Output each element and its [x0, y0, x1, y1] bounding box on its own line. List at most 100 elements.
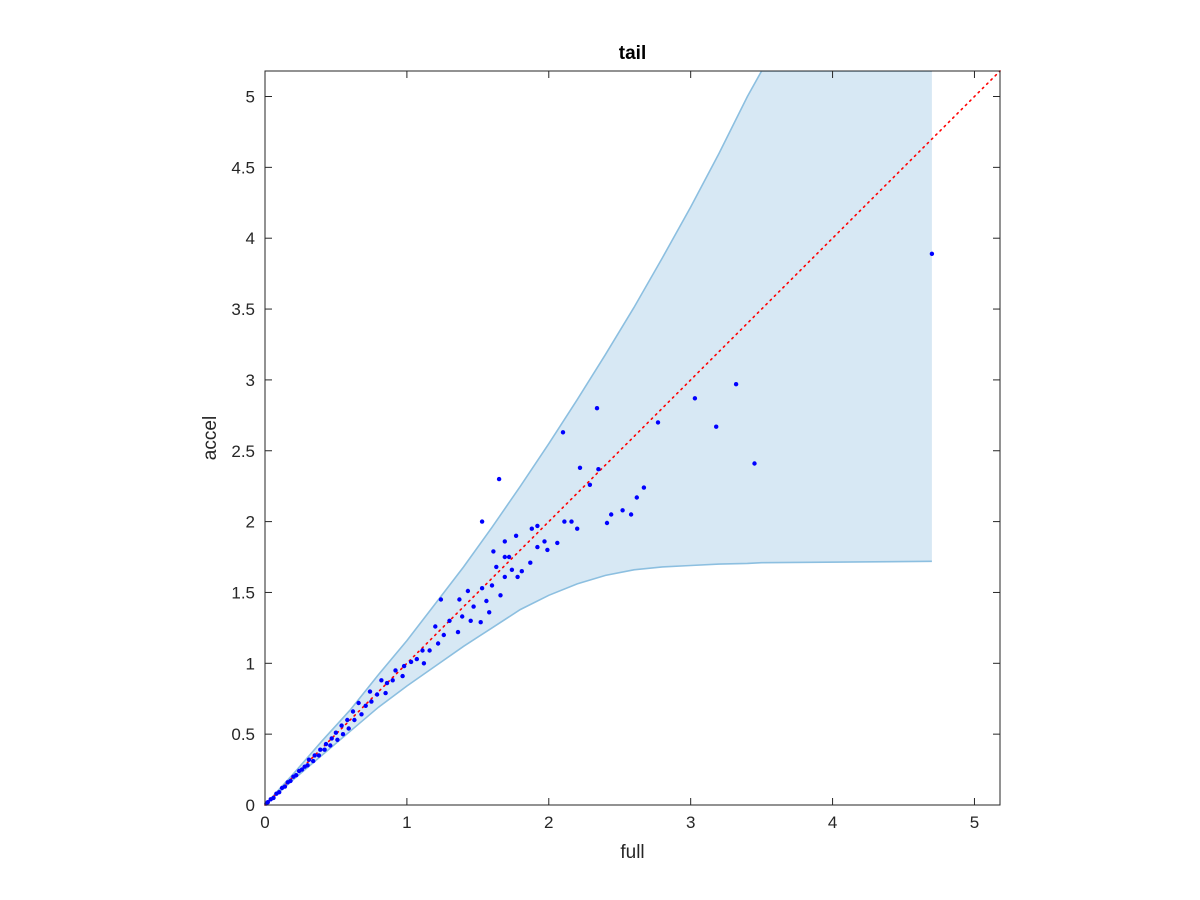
- data-point: [587, 482, 593, 487]
- data-point: [335, 737, 340, 742]
- data-point: [479, 586, 485, 591]
- x-tick-label: 1: [402, 813, 411, 832]
- data-point: [401, 663, 407, 669]
- data-point: [528, 560, 533, 565]
- data-point: [352, 717, 357, 723]
- reference-line: [264, 70, 1001, 806]
- data-point: [302, 764, 307, 769]
- data-point: [383, 690, 388, 696]
- data-point: [519, 569, 524, 574]
- data-point: [502, 574, 507, 580]
- data-point: [291, 774, 296, 779]
- data-point: [502, 539, 507, 544]
- data-point: [379, 678, 384, 683]
- data-point: [479, 519, 485, 524]
- band-lower-edge: [265, 560, 932, 805]
- data-point: [384, 680, 390, 686]
- data-point: [460, 614, 465, 619]
- data-point: [620, 508, 625, 513]
- data-point: [421, 661, 427, 666]
- y-tick-label: 4.5: [231, 158, 255, 177]
- data-point: [312, 753, 317, 758]
- data-point: [535, 523, 540, 529]
- data-point: [733, 382, 739, 387]
- data-point: [455, 629, 461, 635]
- data-point: [369, 699, 374, 704]
- data-point: [420, 648, 425, 653]
- data-point: [367, 689, 373, 694]
- data-point: [414, 656, 419, 662]
- data-point: [328, 743, 333, 748]
- y-tick-label: 0.5: [231, 725, 255, 744]
- data-point: [491, 549, 496, 554]
- y-tick-label: 5: [246, 88, 255, 107]
- data-point: [560, 430, 566, 435]
- data-point: [350, 709, 356, 714]
- data-point: [323, 741, 329, 747]
- data-point: [577, 465, 583, 470]
- data-point: [545, 547, 550, 553]
- data-point: [268, 797, 273, 802]
- data-point: [535, 544, 540, 550]
- data-point: [356, 700, 361, 706]
- data-point: [333, 730, 339, 735]
- data-point: [390, 678, 395, 683]
- data-point: [311, 758, 316, 764]
- data-point: [594, 406, 600, 411]
- y-tick-label: 3: [246, 371, 255, 390]
- axes: [264, 70, 1001, 806]
- y-tick-label: 2: [246, 513, 255, 532]
- data-point: [752, 461, 757, 466]
- y-tick-label: 1.5: [231, 583, 255, 602]
- y-tick-label: 4: [246, 229, 255, 248]
- y-tick-label: 3.5: [231, 300, 255, 319]
- data-point: [346, 726, 351, 731]
- data-point: [285, 780, 290, 785]
- data-point: [345, 717, 350, 723]
- data-point: [609, 512, 614, 517]
- data-point: [575, 526, 580, 531]
- data-point: [408, 659, 414, 665]
- data-point: [468, 618, 473, 623]
- data-point: [322, 747, 327, 752]
- data-points: [264, 251, 935, 806]
- y-tick-label: 1: [246, 654, 255, 673]
- data-point: [427, 648, 432, 653]
- data-point: [447, 618, 452, 623]
- data-point: [515, 574, 520, 580]
- x-tick-label: 0: [260, 813, 269, 832]
- data-point: [569, 519, 574, 524]
- x-axis-title: full: [620, 842, 644, 863]
- data-point: [363, 703, 368, 708]
- data-point: [435, 641, 441, 646]
- data-point: [340, 732, 346, 737]
- confidence-band: [265, 71, 932, 805]
- data-point: [628, 512, 634, 517]
- data-point: [562, 519, 567, 524]
- data-point: [433, 624, 438, 629]
- y-tick-label: 2.5: [231, 442, 255, 461]
- data-point: [641, 485, 647, 490]
- data-point: [714, 424, 719, 429]
- data-point: [359, 712, 364, 717]
- data-point: [316, 753, 322, 758]
- x-tick-label: 5: [970, 813, 979, 832]
- data-point: [692, 396, 698, 401]
- data-point: [465, 588, 471, 594]
- data-point: [318, 747, 323, 752]
- data-point: [489, 583, 495, 588]
- band-fill: [265, 71, 932, 805]
- data-point: [438, 597, 444, 602]
- x-tick-label: 4: [828, 813, 837, 832]
- x-tick-label: 3: [686, 813, 695, 832]
- x-tick-label: 2: [544, 813, 553, 832]
- data-point: [496, 476, 502, 482]
- data-point: [542, 539, 547, 544]
- data-point: [487, 610, 492, 615]
- data-point: [513, 533, 519, 538]
- data-point: [306, 757, 312, 762]
- data-point: [529, 526, 534, 531]
- y-tick-label: 0: [246, 796, 255, 815]
